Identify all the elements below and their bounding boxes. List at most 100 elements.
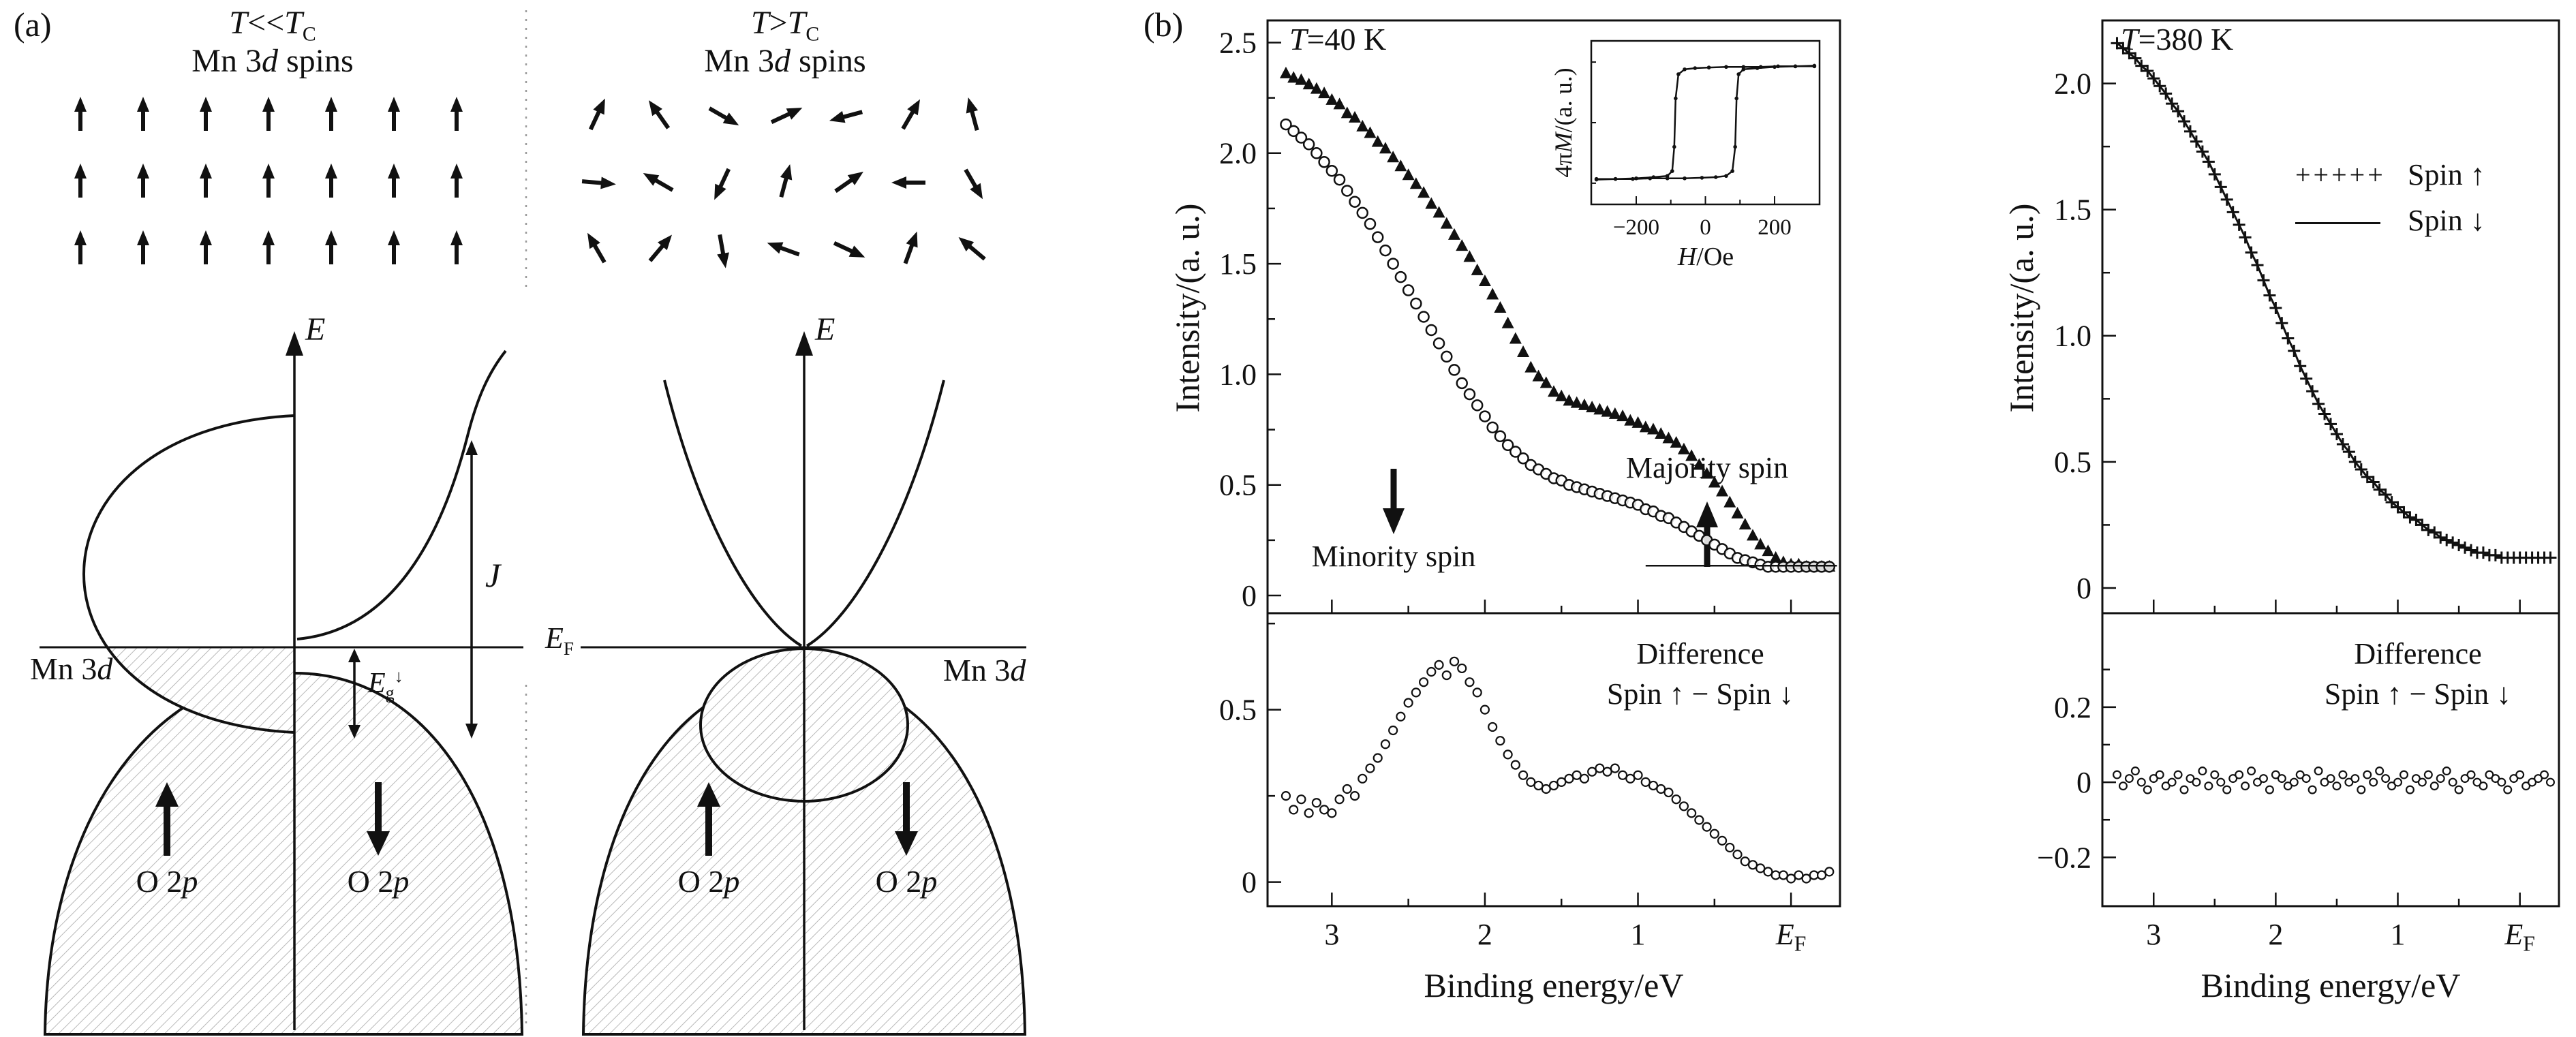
spin-grid-ordered xyxy=(74,97,463,264)
right-subtitle: Mn 3d spins xyxy=(704,43,866,79)
spin-arrow xyxy=(829,110,863,123)
o2p-label: O 2p xyxy=(677,864,740,899)
x-axis-label-40k: Binding energy/eV xyxy=(1424,966,1684,1004)
spin-arrow xyxy=(262,97,275,131)
energy-axis-label-right: E xyxy=(815,311,835,347)
o2p-label: O 2p xyxy=(875,864,938,899)
difference-line2: Spin ↑ − Spin ↓ xyxy=(2324,677,2512,711)
spin-arrow xyxy=(388,164,400,198)
svg-text:1.0: 1.0 xyxy=(2054,320,2091,353)
chart-inset40: −200 0 200 xyxy=(1590,40,1821,240)
svg-text:0: 0 xyxy=(2076,572,2091,605)
spin-arrow xyxy=(325,97,337,131)
spin-arrow xyxy=(901,99,920,130)
chart-main380: 0 0.5 1.0 1.5 2.0 xyxy=(2054,19,2560,615)
spin-arrow xyxy=(581,176,616,189)
minority-spin-arrow-down xyxy=(1383,469,1405,534)
svg-text:0.5: 0.5 xyxy=(1219,694,1257,727)
energy-axis-left-arrowhead xyxy=(286,331,303,356)
svg-text:−0.2: −0.2 xyxy=(2037,841,2091,874)
spin-up-arrow xyxy=(697,782,720,856)
spin-arrow xyxy=(643,173,674,192)
spin-arrow xyxy=(903,231,918,264)
energy-axis-right-arrowhead xyxy=(795,331,813,356)
temperature-label-380k: T=380 K xyxy=(2121,22,2234,57)
difference-line2: Spin ↑ − Spin ↓ xyxy=(1606,677,1794,711)
inset-y-axis-label: 4πM/(a. u.) xyxy=(1550,67,1577,178)
series-Spin ↑ − Spin ↓ xyxy=(2112,767,2555,794)
legend-entry-spin-down: Spin ↓ xyxy=(2295,204,2485,238)
svg-text:0.5: 0.5 xyxy=(2054,446,2091,479)
spin-arrow xyxy=(137,230,149,264)
spin-arrow xyxy=(767,242,800,257)
spin-arrow xyxy=(648,100,671,129)
spin-arrow xyxy=(388,230,400,264)
panel-a-label: (a) xyxy=(14,5,52,44)
series-Spin ↓ xyxy=(2116,42,2551,559)
panel-a-diagram xyxy=(40,10,1027,1036)
svg-text:EF: EF xyxy=(2504,918,2535,956)
panel-b-label: (b) xyxy=(1144,5,1184,44)
spin-arrow xyxy=(964,168,983,200)
legend-label-spin-up: Spin ↑ xyxy=(2408,158,2485,191)
svg-text:0.5: 0.5 xyxy=(1219,469,1257,502)
spin-arrow xyxy=(388,97,400,131)
svg-text:200: 200 xyxy=(1758,215,1792,240)
spin-arrow xyxy=(450,164,463,198)
series-Spin ↑ − Spin ↓ xyxy=(1281,656,1835,884)
svg-text:0: 0 xyxy=(1242,866,1257,899)
left-title: T<<TC xyxy=(229,5,316,46)
majority-spin-arrow-up xyxy=(1696,501,1718,567)
funnel-curve-right xyxy=(806,380,945,647)
mn3d-down-band-edge xyxy=(296,350,507,640)
inset-x-axis-label: H/Oe xyxy=(1677,243,1734,271)
charts-container: 0 0.5 1.0 1.5 2.0 2.5 3 2 1 EF 0 0.5 −200 0 200 0 0.5 1.0… xyxy=(1219,19,2560,956)
svg-text:1.5: 1.5 xyxy=(2054,194,2091,227)
o2p-label: O 2p xyxy=(347,864,410,899)
svg-text:2: 2 xyxy=(2268,918,2283,951)
spin-arrow xyxy=(891,176,925,189)
spin-arrow xyxy=(966,97,979,131)
gap-double-arrow xyxy=(348,649,361,739)
spin-arrow xyxy=(262,230,275,264)
spin-arrow xyxy=(325,230,337,264)
svg-text:2: 2 xyxy=(1477,918,1492,951)
spin-arrow xyxy=(708,106,739,125)
legend: +++++ Spin ↑ Spin ↓ xyxy=(2295,158,2485,249)
series-Majority spin xyxy=(1279,66,1836,572)
svg-text:EF: EF xyxy=(1775,918,1807,956)
spin-arrow xyxy=(200,97,212,131)
chart-diff40: 3 2 1 EF 0 0.5 xyxy=(1219,612,1841,956)
y-axis-label-40k: Intensity/(a. u.) xyxy=(1168,203,1206,413)
fermi-label: EF xyxy=(545,621,574,659)
spin-arrow xyxy=(450,97,463,131)
majority-spin-annotation: Majority spin xyxy=(1625,451,1789,484)
series-Minority spin xyxy=(1280,118,1836,573)
chart-main40: 0 0.5 1.0 1.5 2.0 2.5 xyxy=(1219,19,1841,615)
minority-spin-annotation: Minority spin xyxy=(1311,540,1476,573)
svg-text:0.2: 0.2 xyxy=(2054,691,2091,724)
mn3d-up-band-shading xyxy=(107,647,294,732)
panel-b-static: 0 0.5 1.0 1.5 2.0 2.5 3 2 1 EF 0 0.5 −200 0 200 0 0.5 1.0… xyxy=(1219,19,2560,956)
svg-text:1: 1 xyxy=(1631,918,1646,951)
chart-diff380: 3 2 1 EF −0.2 0 0.2 xyxy=(2037,612,2560,956)
svg-text:0: 0 xyxy=(1700,215,1711,240)
svg-text:0: 0 xyxy=(2076,766,2091,799)
left-subtitle: Mn 3d spins xyxy=(191,43,354,79)
difference-label-40k: Difference Spin ↑ − Spin ↓ xyxy=(1581,634,1820,715)
svg-text:2.5: 2.5 xyxy=(1219,26,1257,59)
spin-arrow xyxy=(833,241,865,258)
svg-text:3: 3 xyxy=(2146,918,2161,951)
temperature-label-40k: T=40 K xyxy=(1289,22,1387,57)
svg-text:3: 3 xyxy=(1324,918,1339,951)
spin-arrow xyxy=(200,164,212,198)
series-Spin ↑ xyxy=(2111,37,2557,564)
svg-text:2.0: 2.0 xyxy=(1219,137,1257,170)
difference-line1: Difference xyxy=(1636,637,1764,670)
spin-arrow xyxy=(137,97,149,131)
exchange-J-label: J xyxy=(485,556,501,594)
spin-arrow xyxy=(74,97,87,131)
y-axis-label-380k: Intensity/(a. u.) xyxy=(2002,203,2040,413)
svg-text:0: 0 xyxy=(1242,579,1257,613)
